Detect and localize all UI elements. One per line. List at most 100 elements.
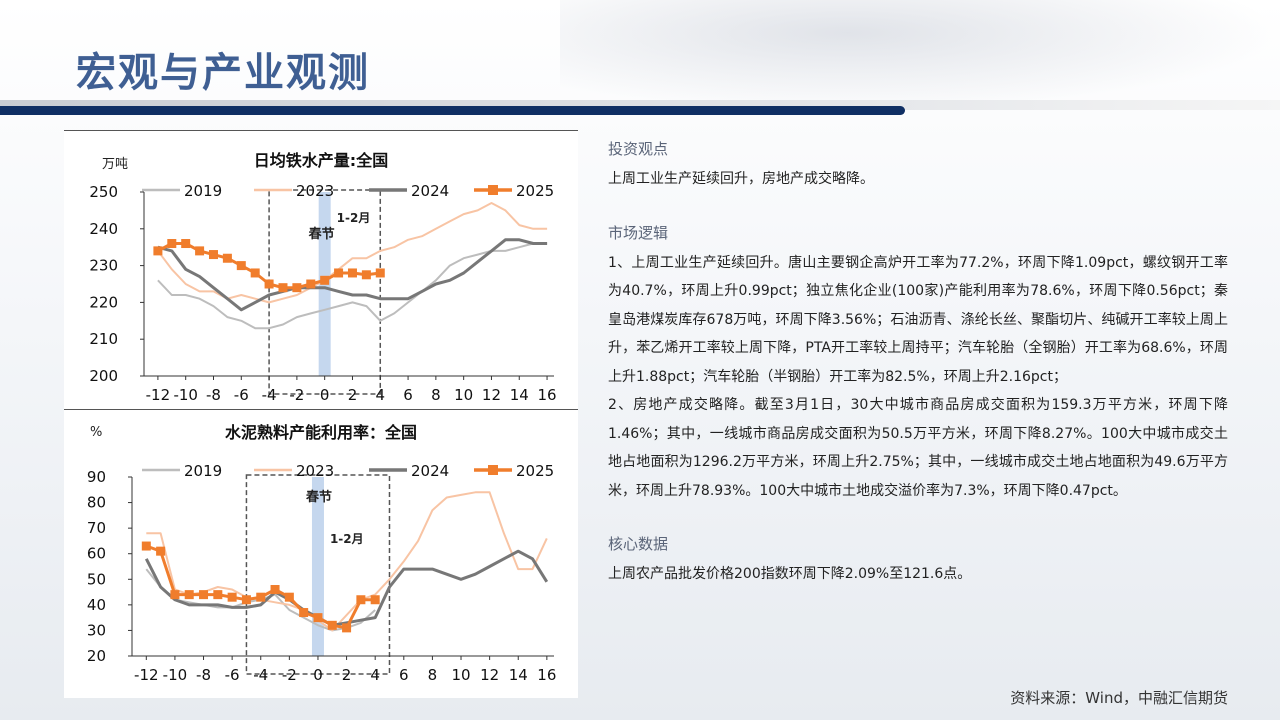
commentary: 投资观点 上周工业生产延续回升，房地产成交略降。 市场逻辑 1、上周工业生产延续… [608, 138, 1228, 589]
series-point-2025 [156, 546, 166, 556]
title-underline-blue [0, 106, 905, 115]
period-label: 1-2月 [330, 532, 364, 546]
period-label: 1-2月 [337, 211, 371, 225]
y-tick-label: 40 [87, 596, 106, 614]
x-tick-label: -6 [225, 666, 240, 684]
series-point-2025 [284, 592, 294, 602]
legend-marker-2025 [488, 185, 498, 195]
x-tick-label: 4 [375, 386, 385, 404]
x-tick-label: 12 [482, 386, 501, 404]
x-tick-label: -12 [134, 666, 159, 684]
panel-middle-rule [64, 409, 578, 410]
x-tick-label: 10 [451, 666, 470, 684]
x-tick-label: 8 [431, 386, 441, 404]
legend-label-2019: 2019 [184, 462, 222, 480]
core-text: 上周农产品批发价格200指数环周下降2.09%至121.6点。 [608, 566, 972, 582]
y-tick-label: 250 [89, 183, 118, 201]
page-title: 宏观与产业观测 [76, 50, 370, 96]
series-point-2025 [370, 595, 380, 605]
series-point-2025 [299, 608, 309, 618]
period-box [245, 474, 391, 675]
y-tick-label: 60 [87, 545, 106, 563]
x-tick-label: -12 [146, 386, 171, 404]
series-point-2025 [184, 590, 194, 600]
y-tick-label: 20 [87, 647, 106, 665]
series-point-2025 [306, 279, 316, 289]
x-tick-label: 6 [399, 666, 409, 684]
y-unit-label: 万吨 [102, 157, 128, 172]
x-tick-label: -10 [173, 386, 198, 404]
legend-label-2024: 2024 [411, 182, 449, 200]
x-tick-label: 8 [428, 666, 438, 684]
series-line-2025 [145, 544, 376, 630]
series-point-2025 [199, 590, 209, 600]
x-tick-label: 16 [537, 666, 556, 684]
series-point-2025 [334, 268, 344, 278]
x-tick-label: 10 [454, 386, 473, 404]
series-line-2023 [146, 491, 548, 632]
series-point-2025 [141, 541, 151, 551]
chart-title: 日均铁水产量:全国 [254, 151, 388, 170]
source-note: 资料来源：Wind，中融汇信期货 [1010, 689, 1228, 707]
view-heading: 投资观点 [608, 140, 669, 158]
y-tick-label: 50 [87, 570, 106, 588]
y-tick-label: 30 [87, 621, 106, 639]
x-tick-label: -2 [289, 386, 304, 404]
festival-label: 春节 [308, 226, 335, 242]
x-tick-label: -8 [206, 386, 221, 404]
title-underline-grey [0, 100, 1280, 110]
legend-label-2023: 2023 [296, 182, 334, 200]
legend-label-2025: 2025 [516, 462, 554, 480]
y-tick-label: 200 [89, 367, 118, 385]
y-tick-label: 230 [89, 257, 118, 275]
series-point-2025 [250, 268, 260, 278]
series-point-2025 [347, 268, 357, 278]
y-tick-label: 80 [87, 494, 106, 512]
legend-marker-2025 [488, 465, 498, 475]
x-tick-label: 2 [342, 666, 352, 684]
y-tick-label: 210 [89, 330, 118, 348]
festival-label: 春节 [305, 489, 332, 505]
legend-label-2023: 2023 [296, 462, 334, 480]
series-point-2025 [292, 283, 302, 293]
x-tick-label: -4 [253, 666, 268, 684]
series-point-2025 [222, 253, 232, 263]
festival-band [311, 477, 324, 656]
series-point-2025 [356, 595, 366, 605]
series-line-2019 [157, 242, 548, 330]
panel-top-rule [64, 130, 578, 131]
legend-label-2024: 2024 [411, 462, 449, 480]
series-point-2025 [170, 590, 180, 600]
series-point-2025 [361, 270, 371, 280]
x-tick-label: -4 [262, 386, 277, 404]
charts-panel: 日均铁水产量:全国 万吨 春节 1-2月 200 210 220 230 240 250 -12 -1… [64, 130, 578, 698]
x-tick-label: -8 [196, 666, 211, 684]
y-tick-label: 70 [87, 519, 106, 537]
series-point-2025 [270, 585, 280, 595]
series-point-2025 [181, 239, 191, 249]
series-point-2025 [264, 279, 274, 289]
y-tick-label: 90 [87, 468, 106, 486]
series-point-2025 [320, 275, 330, 285]
x-tick-label: -2 [282, 666, 297, 684]
x-tick-label: -6 [234, 386, 249, 404]
series-point-2025 [256, 592, 266, 602]
x-tick-label: 0 [313, 666, 323, 684]
series-point-2025 [213, 590, 223, 600]
world-map-background [560, 0, 1280, 110]
x-tick-label: 14 [509, 666, 528, 684]
series-line-2024 [157, 238, 548, 312]
series-point-2025 [153, 246, 163, 256]
series-point-2025 [208, 250, 218, 260]
y-unit-label: % [90, 425, 102, 440]
series-point-2025 [236, 261, 246, 271]
x-tick-label: 12 [480, 666, 499, 684]
x-tick-label: 14 [510, 386, 529, 404]
legend-label-2019: 2019 [184, 182, 222, 200]
period-box [268, 189, 382, 395]
x-tick-label: -10 [163, 666, 188, 684]
logic-text-2: 2、房地产成交略降。截至3月1日，30大中城市商品房成交面积为159.3万平方米… [608, 397, 1228, 499]
series-point-2025 [278, 283, 288, 293]
